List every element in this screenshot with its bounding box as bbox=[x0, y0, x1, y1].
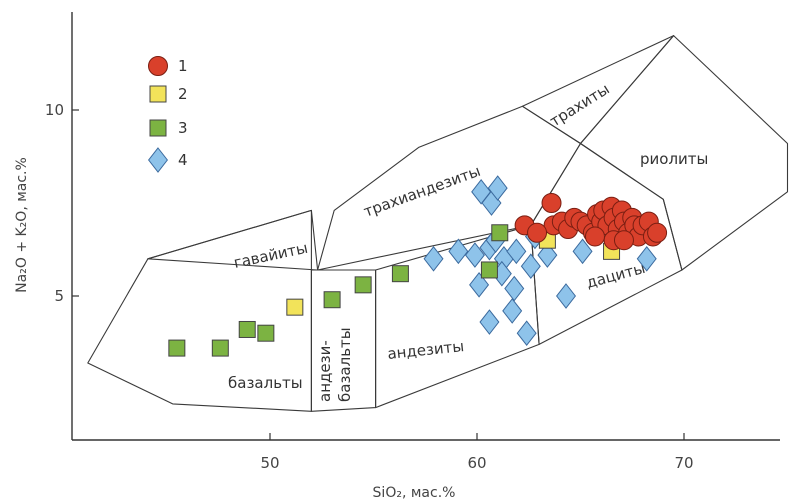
field-label-rhyolites: риолиты bbox=[640, 150, 708, 168]
series-4-point bbox=[636, 245, 657, 272]
series-4-point bbox=[572, 238, 593, 265]
field-label-dacites: дациты bbox=[584, 259, 647, 292]
series-1-point bbox=[647, 222, 668, 243]
series-4-point bbox=[423, 245, 444, 272]
series-1-point bbox=[541, 193, 562, 213]
series-4-point bbox=[556, 283, 577, 309]
y-tick-label: 5 bbox=[54, 287, 64, 305]
series-3-point bbox=[480, 261, 498, 279]
series-4-point bbox=[469, 272, 490, 298]
series-1-point bbox=[527, 222, 548, 243]
legend-label-1: 1 bbox=[178, 57, 188, 75]
legend-marker-1 bbox=[148, 56, 168, 76]
series-3-point bbox=[168, 339, 186, 357]
legend-marker-3 bbox=[149, 119, 167, 137]
series-4-point bbox=[502, 298, 523, 324]
series-4-point bbox=[504, 275, 525, 302]
x-axis-label: SiO₂, мас.% bbox=[373, 485, 456, 501]
series-3-point bbox=[391, 265, 409, 283]
data-points bbox=[168, 175, 668, 357]
legend: 1 2 3 4 bbox=[148, 56, 188, 173]
series-4-point bbox=[537, 242, 558, 268]
legend-label-4: 4 bbox=[178, 151, 188, 169]
series-2-point bbox=[286, 298, 304, 316]
field-label-trachyandesites: трахиандезиты bbox=[361, 162, 483, 221]
y-tick-label: 10 bbox=[45, 101, 64, 119]
field-polygon-1 bbox=[147, 209, 319, 271]
series-1-point bbox=[584, 226, 605, 247]
field-label-andesites: андезиты bbox=[387, 337, 465, 363]
y-axis-label: Na₂O + K₂O, мас.% bbox=[14, 157, 30, 293]
series-1-point bbox=[613, 230, 634, 251]
series-4-point bbox=[516, 320, 537, 347]
series-3-point bbox=[211, 339, 229, 357]
axes bbox=[71, 12, 780, 441]
series-4-point bbox=[487, 175, 508, 201]
series-3-point bbox=[238, 320, 256, 338]
x-tick-label: 50 bbox=[260, 454, 279, 472]
series-3-point bbox=[323, 291, 341, 309]
legend-marker-4 bbox=[148, 147, 168, 173]
field-label-andesibasalts-line1: андези- bbox=[316, 340, 334, 402]
axis-ticks: 50 60 70 5 10 bbox=[45, 101, 694, 472]
series-3-point bbox=[257, 324, 275, 342]
field-label-trachytes: трахиты bbox=[547, 80, 613, 131]
series-4-point bbox=[520, 253, 541, 280]
field-label-basalts: базальты bbox=[228, 374, 303, 392]
series-4-point bbox=[479, 309, 500, 335]
series-3-point bbox=[354, 276, 372, 294]
legend-marker-2 bbox=[149, 85, 167, 103]
field-label-andesibasalts-line2: базальты bbox=[336, 327, 354, 402]
x-tick-label: 70 bbox=[674, 454, 693, 472]
series-3-point bbox=[491, 224, 509, 242]
series-4-point bbox=[506, 238, 527, 265]
x-tick-label: 60 bbox=[467, 454, 486, 472]
legend-label-2: 2 bbox=[178, 85, 188, 103]
series-4-point bbox=[448, 238, 469, 265]
series-4-point bbox=[464, 242, 485, 268]
field-polygon-7 bbox=[579, 35, 789, 271]
legend-label-3: 3 bbox=[178, 119, 188, 137]
